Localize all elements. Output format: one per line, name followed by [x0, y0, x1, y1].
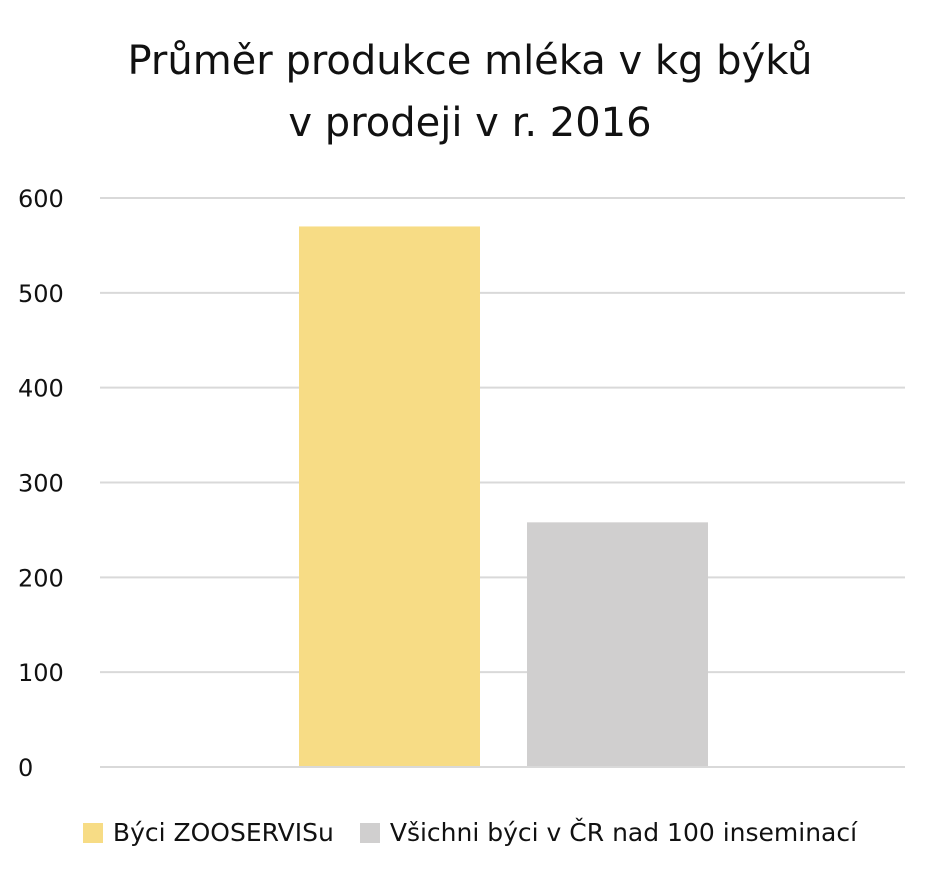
- y-axis-tick-labels: 0 100 200 300 400 500 600: [18, 185, 64, 782]
- bar-cr: [527, 522, 708, 767]
- y-tick-label: 100: [18, 659, 64, 687]
- gridlines: [100, 197, 905, 768]
- legend-label-cr: Všichni býci v ČR nad 100 inseminací: [389, 818, 858, 847]
- legend-item-zooservis: Býci ZOOSERVISu: [82, 818, 334, 847]
- legend-item-cr: Všichni býci v ČR nad 100 inseminací: [359, 818, 858, 847]
- bar-zooservis: [299, 226, 480, 767]
- y-tick-label: 300: [18, 470, 64, 498]
- chart-title-line-2: v prodeji v r. 2016: [288, 100, 652, 146]
- y-tick-label: 0: [18, 754, 33, 782]
- y-tick-label: 200: [18, 564, 64, 592]
- legend-swatch-cr: [359, 822, 380, 843]
- chart-title-line-1: Průměr produkce mléka v kg býků: [127, 38, 813, 84]
- bars: [100, 226, 905, 768]
- y-tick-label: 500: [18, 280, 64, 308]
- y-tick-label: 600: [18, 185, 64, 213]
- chart-title: Průměr produkce mléka v kg býků v prodej…: [0, 30, 940, 154]
- chart-legend: Býci ZOOSERVISu Všichni býci v ČR nad 10…: [0, 818, 940, 847]
- legend-label-zooservis: Býci ZOOSERVISu: [112, 818, 334, 847]
- legend-swatch-zooservis: [82, 822, 103, 843]
- y-tick-label: 400: [18, 375, 64, 403]
